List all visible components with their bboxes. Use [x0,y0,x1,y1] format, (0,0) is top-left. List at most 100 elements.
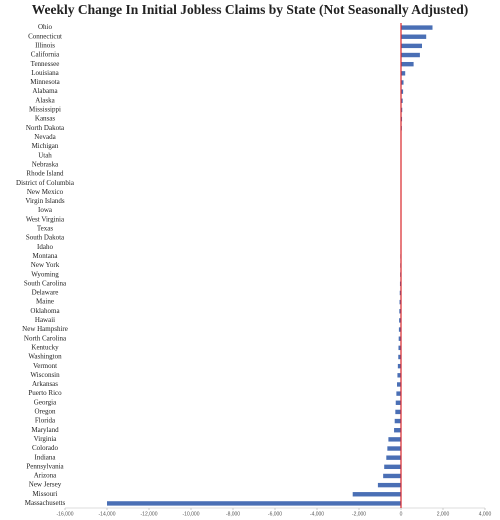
y-tick-label: Hawaii [35,316,55,324]
y-tick-label: Louisiana [31,69,59,77]
y-tick-label: New York [31,261,60,269]
y-tick-label: Delaware [32,289,59,297]
y-tick-label: Ohio [38,23,53,31]
x-tick-label: -6,000 [268,511,282,517]
y-tick-label: South Dakota [26,234,65,242]
bar [401,71,406,76]
y-tick-label: Alabama [32,87,58,95]
y-tick-label: West Virginia [26,215,65,223]
y-tick-label: Oklahoma [30,307,60,315]
bar [401,25,433,30]
y-tick-label: Pennsylvania [26,462,64,470]
bar [384,464,401,470]
y-tick-label: Illinois [35,41,55,49]
bar [401,61,414,67]
y-tick-label: Connecticut [28,32,62,40]
y-tick-label: Florida [35,417,56,425]
bar [401,43,422,49]
bar [396,391,401,396]
x-tick-label: 0 [400,511,403,517]
bar [388,437,401,442]
bar [386,455,401,460]
y-tick-label: Wyoming [31,270,59,278]
y-tick-label: Virgin Islands [25,197,65,205]
x-tick-label: -16,000 [57,511,74,517]
y-tick-label: Maine [36,298,54,306]
y-tick-label: Colorado [32,444,59,452]
bar [394,418,401,424]
bar [107,501,401,506]
y-tick-label: Nevada [34,133,56,141]
y-tick-label: Arizona [34,472,57,480]
y-tick-label: Michigan [32,142,59,150]
bar [401,89,404,94]
y-tick-label: Massachusetts [25,499,66,507]
y-tick-label: Maryland [31,426,59,434]
bar [397,373,401,378]
bar [383,473,401,479]
x-tick-label: -10,000 [183,511,200,517]
bar [398,327,401,332]
y-tick-label: California [31,51,60,59]
bar [399,309,401,314]
bar [398,345,401,351]
bar [401,80,404,85]
bar [399,318,401,323]
x-tick-label: -4,000 [310,511,324,517]
y-tick-label: North Carolina [24,334,67,342]
bar [394,428,401,433]
bar [397,382,401,387]
y-tick-label: Washington [28,353,62,361]
bar [395,400,401,405]
y-tick-label: Georgia [34,398,57,406]
y-tick-label: Kansas [35,115,55,123]
y-tick-label: Tennessee [31,60,60,68]
chart-title: Weekly Change In Initial Jobless Claims … [32,2,469,17]
bar [401,98,403,103]
y-tick-label: Texas [37,225,54,233]
bar [397,363,401,369]
x-tick-label: 2,000 [437,511,450,517]
bar [401,34,427,39]
y-tick-label: Vermont [33,362,57,370]
y-tick-label: District of Columbia [16,179,75,187]
y-tick-label: New Hampshire [22,325,68,333]
bar [401,107,403,113]
y-tick-label: Virginia [34,435,58,443]
bar [398,336,401,341]
y-tick-label: Oregon [35,408,56,416]
y-tick-label: Nebraska [32,160,59,168]
y-tick-label: Minnesota [30,78,60,86]
y-tick-label: New Mexico [27,188,64,196]
y-tick-label: Arkansas [32,380,58,388]
y-tick-label: Idaho [37,243,53,251]
y-tick-label: Indiana [35,453,57,461]
y-tick-label: Puerto Rico [28,389,62,397]
bar [395,409,401,415]
y-tick-label: Missouri [33,490,58,498]
bar [401,52,420,58]
y-tick-label: Kentucky [31,343,59,351]
x-tick-label: -12,000 [141,511,158,517]
x-tick-label: -2,000 [352,511,366,517]
bar [399,299,401,305]
y-tick-label: New Jersey [29,481,62,489]
y-tick-label: Rhode Island [26,170,64,178]
y-tick-label: Iowa [38,206,53,214]
x-tick-label: -8,000 [226,511,240,517]
y-tick-label: Utah [38,151,52,159]
bar [352,492,401,497]
x-tick-label: -14,000 [99,511,116,517]
y-tick-label: Montana [33,252,59,260]
y-tick-label: Wisconsin [30,371,60,379]
bar [398,354,401,360]
x-tick-label: 4,000 [479,511,492,517]
bar [377,482,401,488]
y-tick-label: Mississippi [29,106,61,114]
bar [387,446,401,451]
y-tick-label: Alaska [35,96,55,104]
bar [399,290,401,296]
y-tick-label: North Dakota [26,124,65,132]
